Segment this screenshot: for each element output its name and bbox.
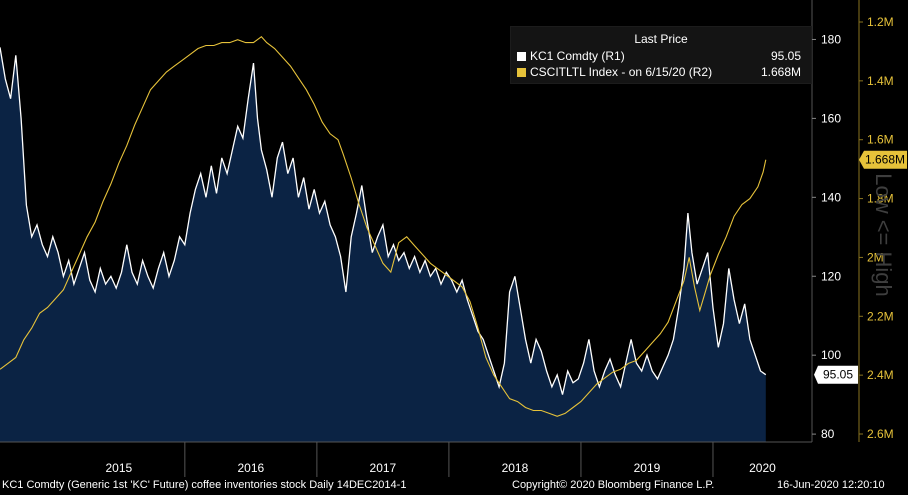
legend-entry-cscitltl: CSCITLTL Index - on 6/15/20 (R2) 1.668M (517, 65, 807, 79)
footer-copyright: Copyright© 2020 Bloomberg Finance L.P. (512, 479, 715, 491)
right-tick-label: 1.6M (867, 133, 894, 147)
area-layer (0, 47, 766, 443)
x-axis-ticks: 2015 2016 2017 2018 2019 2020 (105, 461, 776, 475)
x-tick-label: 2016 (238, 461, 265, 475)
kc1-area (0, 47, 766, 443)
x-dividers (184, 442, 714, 477)
cscitltl-last-label: 1.668M (859, 150, 907, 169)
right-tick-label: 1.4M (867, 74, 894, 88)
left-tick-label: 100 (821, 348, 841, 362)
left-axis-ticks: 80 100 120 140 160 180 (812, 32, 841, 441)
x-tick-label: 2015 (105, 461, 132, 475)
legend-swatch-white-icon (517, 52, 526, 61)
kc1-line (0, 47, 767, 395)
left-tick-label: 80 (821, 427, 835, 441)
footer-description: KC1 Comdty (Generic 1st 'KC' Future) cof… (2, 479, 407, 491)
cscitltl-last-label-box (859, 150, 907, 169)
left-tick-label: 140 (821, 190, 841, 204)
legend-entry-kc1-name: KC1 Comdty (R1) (530, 49, 625, 63)
right-tick-label: 1.2M (867, 15, 894, 29)
footer: KC1 Comdty (Generic 1st 'KC' Future) cof… (0, 477, 908, 495)
legend-entry-kc1-value: 95.05 (770, 49, 801, 63)
x-tick-label: 2019 (634, 461, 661, 475)
x-tick-label: 2020 (749, 461, 776, 475)
legend: Last Price KC1 Comdty (R1) 95.05 CSCITLT… (510, 26, 812, 84)
right-tick-label: 2M (867, 250, 884, 264)
footer-timestamp: 16-Jun-2020 12:20:10 (777, 479, 885, 491)
right-tick-label: 2.4M (867, 368, 894, 382)
x-tick-label: 2018 (502, 461, 529, 475)
right-tick-label: 2.6M (867, 427, 894, 441)
left-tick-label: 160 (821, 111, 841, 125)
left-tick-label: 180 (821, 32, 841, 46)
gold-line-layer (0, 35, 767, 417)
right-tick-label: 2.2M (867, 309, 894, 323)
last-value-labels: 95.05 1.668M (814, 150, 907, 384)
cscitltl-last-label-text: 1.668M (865, 153, 905, 167)
right-axis-ticks: 1.2M 1.4M 1.6M 1.8M 2M 2.2M 2.4M 2.6M (859, 15, 894, 441)
white-line-layer (0, 47, 767, 395)
right-axis-title: Low <= High (871, 173, 896, 297)
cscitltl-line (0, 35, 767, 417)
kc1-last-label-text: 95.05 (823, 368, 853, 382)
left-tick-label: 120 (821, 269, 841, 283)
legend-title: Last Price (634, 32, 688, 46)
legend-entry-kc1: KC1 Comdty (R1) 95.05 (517, 49, 807, 63)
kc1-last-label: 95.05 (814, 365, 858, 384)
legend-entry-cscitltl-value: 1.668M (760, 65, 801, 79)
legend-entry-cscitltl-name: CSCITLTL Index - on 6/15/20 (R2) (530, 65, 713, 79)
kc1-last-label-box (814, 365, 858, 384)
legend-swatch-gold-icon (517, 68, 526, 77)
x-tick-label: 2017 (370, 461, 397, 475)
right-tick-label: 1.8M (867, 192, 894, 206)
